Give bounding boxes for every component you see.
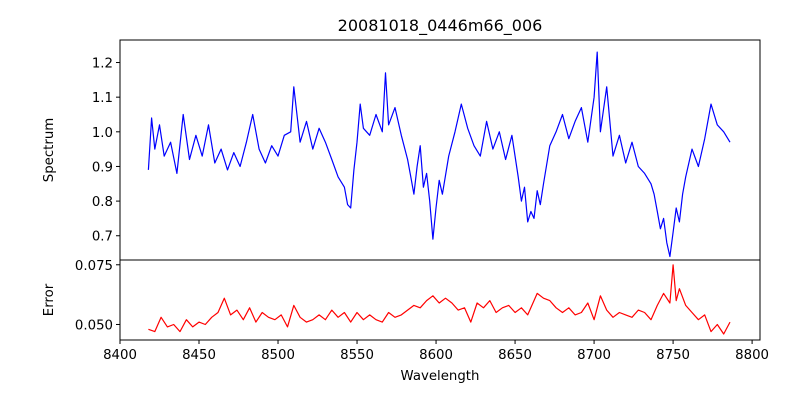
error-y-tick-label: 0.050 [75, 318, 113, 333]
x-tick-label: 8500 [261, 348, 295, 363]
spectrum-y-tick-label: 1.2 [92, 57, 113, 72]
error-axes-frame [119, 259, 761, 341]
spectrum-y-tick-label: 1.1 [92, 91, 113, 106]
x-tick-label: 8800 [735, 348, 769, 363]
x-tick-label: 8550 [340, 348, 374, 363]
spectrum-y-ticks: 0.7 0.8 0.9 1.0 1.1 1.2 [92, 57, 120, 245]
x-axis-label: Wavelength [401, 369, 480, 384]
error-series-line-0 [148, 264, 731, 335]
error-y-tick-label: 0.075 [75, 259, 113, 274]
x-tick-label: 8400 [103, 348, 137, 363]
error-y-axis-label: Error [42, 283, 57, 316]
x-tick-label: 8750 [656, 348, 690, 363]
spectrum-y-tick-label: 0.9 [92, 160, 113, 175]
x-tick-label: 8700 [577, 348, 611, 363]
spectrum-y-tick-label: 0.8 [92, 195, 113, 210]
spectrum-series-group [147, 51, 731, 258]
error-y-ticks: 0.050 0.075 [75, 259, 120, 333]
x-tick-label: 8450 [182, 348, 216, 363]
error-x-ticks: 8400 8450 8500 8550 8600 8650 8700 8750 8800 [103, 340, 769, 363]
spectrum-y-axis-label: Spectrum [42, 118, 57, 182]
spectrum-y-tick-label: 0.7 [92, 230, 113, 245]
spectrum-series-line-0 [147, 51, 731, 258]
x-tick-label: 8650 [498, 348, 532, 363]
error-series-group [148, 264, 731, 335]
spectrum-y-tick-label: 1.0 [92, 126, 113, 141]
x-tick-label: 8600 [419, 348, 453, 363]
chart-title: 20081018_0446m66_006 [338, 16, 543, 36]
